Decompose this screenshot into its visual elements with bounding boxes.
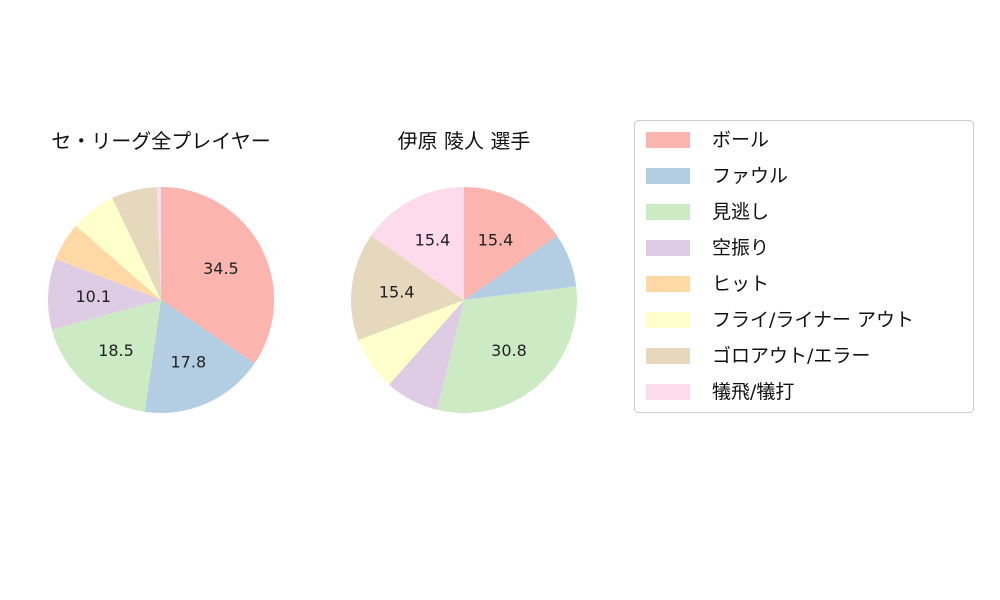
pie-chart-player: 伊原 陵人 選手 15.4 30.8 15.4 15.4 (351, 129, 577, 413)
legend-swatch-6 (646, 348, 690, 364)
pie-slice-player-1 (464, 235, 577, 300)
legend-label-5: フライ/ライナー アウト (712, 309, 914, 331)
legend-label-6: ゴロアウト/エラー (712, 345, 870, 367)
legend-swatch-1 (646, 168, 690, 184)
pie-slices-player (351, 186, 577, 413)
pie-slices-league (47, 187, 274, 413)
legend-swatch-5 (646, 312, 690, 328)
pie-title-league: セ・リーグ全プレイヤー (51, 129, 270, 153)
legend-label-0: ボール (712, 129, 769, 151)
legend-swatch-2 (646, 204, 690, 220)
legend-swatch-3 (646, 240, 690, 256)
pie-slice-player-2 (436, 286, 577, 413)
pie-slice-league-3 (47, 259, 161, 330)
pie-slice-player-3 (389, 300, 464, 410)
pie-labels-league: 34.5 17.8 18.5 10.1 (75, 259, 238, 372)
pie-labels-player: 15.4 30.8 15.4 15.4 (379, 230, 527, 360)
pie-slice-player-6 (351, 235, 464, 341)
slice-label-player-0: 15.4 (478, 230, 514, 249)
pie-slice-league-5 (75, 198, 161, 300)
legend-frame (634, 120, 974, 413)
pie-slice-player-0 (464, 186, 557, 300)
legend-label-7: 犠飛/犠打 (712, 381, 794, 403)
slice-label-league-0: 34.5 (203, 259, 239, 278)
legend-swatch-7 (646, 384, 690, 400)
legend-label-1: ファウル (712, 165, 788, 187)
slice-label-player-7: 15.4 (415, 230, 451, 249)
legend-label-2: 見逃し (712, 201, 769, 223)
legend-swatch-0 (646, 132, 690, 148)
legend-swatch-4 (646, 276, 690, 292)
slice-label-league-1: 17.8 (171, 353, 207, 372)
slice-label-league-2: 18.5 (98, 341, 134, 360)
legend-label-3: 空振り (712, 237, 769, 259)
pie-slice-player-7 (371, 187, 464, 300)
slice-label-player-6: 15.4 (379, 282, 415, 301)
pie-slice-league-6 (112, 187, 161, 300)
pie-slice-league-2 (51, 300, 161, 412)
pie-title-player: 伊原 陵人 選手 (398, 129, 531, 153)
pie-chart-league: セ・リーグ全プレイヤー 34.5 17.8 18.5 10.1 (47, 129, 274, 413)
pie-slice-player-5 (358, 300, 464, 385)
slice-label-player-2: 30.8 (491, 341, 527, 360)
pie-slice-league-0 (161, 187, 274, 364)
legend-label-4: ヒット (712, 273, 769, 295)
pie-slice-league-7 (156, 187, 161, 300)
pie-slice-league-4 (55, 225, 161, 300)
pie-slice-league-1 (144, 300, 255, 413)
slice-label-league-3: 10.1 (75, 287, 111, 306)
